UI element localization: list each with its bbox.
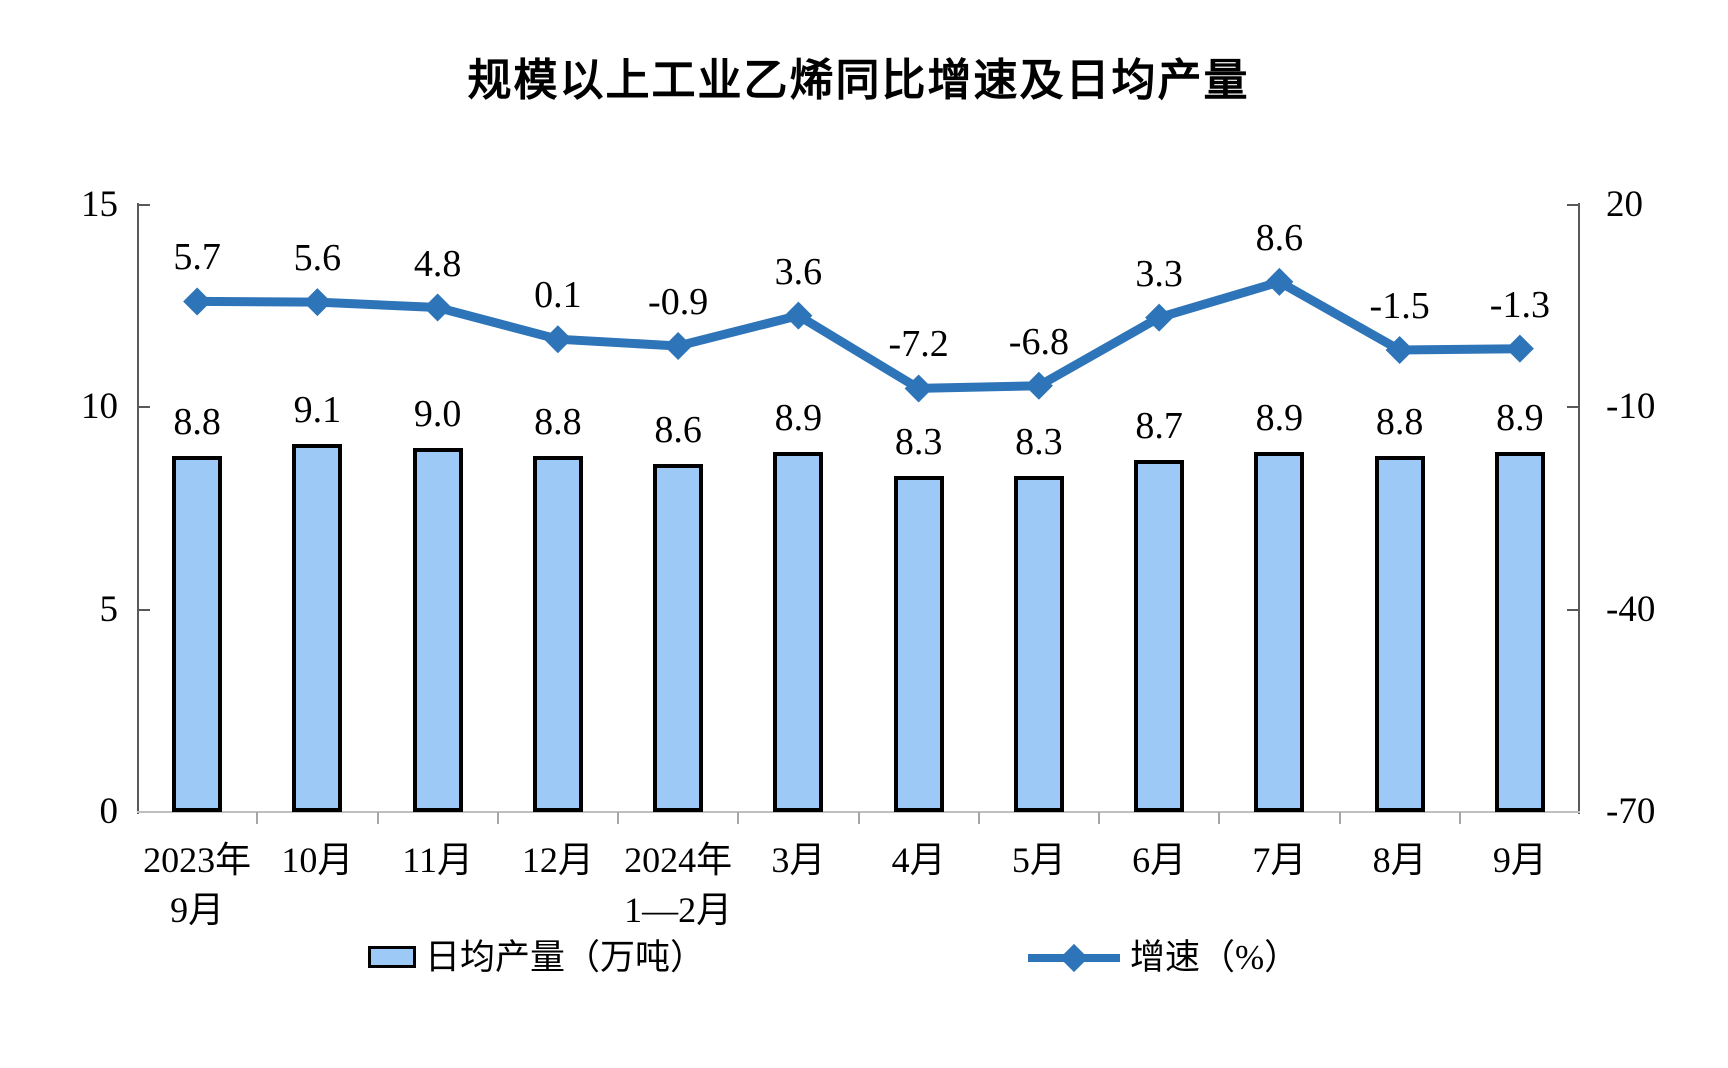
bar (532, 456, 583, 812)
x-axis-category-tick (857, 812, 860, 824)
x-axis-label: 11月 (402, 840, 473, 880)
bar (172, 456, 223, 812)
bar-value-label: 8.6 (654, 409, 702, 451)
right-axis-line (1578, 203, 1580, 814)
bar (773, 452, 824, 812)
bar-value-label: 8.3 (894, 421, 943, 463)
line-value-label: 5.7 (173, 236, 221, 279)
x-axis-label: 9月 (170, 890, 225, 930)
right-axis-tick-label: -40 (1606, 588, 1656, 630)
bar-value-label: 8.7 (1135, 405, 1183, 447)
bar-value-label: 8.8 (1375, 401, 1424, 443)
bar (893, 476, 944, 812)
bar-value-label: 9.0 (413, 393, 462, 435)
x-axis-category-tick (1218, 812, 1221, 824)
x-axis-label: 5月 (1011, 840, 1066, 880)
x-axis-label: 6月 (1132, 840, 1187, 880)
line-marker-diamond (1145, 303, 1174, 332)
line-marker-diamond (784, 301, 813, 330)
x-axis-category-tick (496, 812, 499, 824)
chart-title: 规模以上工业乙烯同比增速及日均产量 (467, 56, 1250, 105)
line-value-label: 8.6 (1255, 216, 1304, 259)
line-value-label: -1.3 (1489, 283, 1550, 326)
right-axis-tick-label: 20 (1606, 184, 1643, 225)
legend-bar-swatch (368, 946, 416, 968)
left-axis-tick-label: 5 (99, 588, 119, 630)
left-axis-tick-label: 0 (99, 791, 119, 832)
left-axis-line (137, 203, 139, 814)
bar (1134, 460, 1185, 812)
x-axis-label: 3月 (771, 840, 826, 880)
left-axis-tick (137, 608, 150, 611)
bar (1013, 476, 1064, 812)
x-axis-label: 12月 (521, 840, 594, 880)
bar (1374, 456, 1425, 812)
x-axis-category-tick (977, 812, 980, 824)
bar-value-label: 8.9 (1255, 397, 1304, 439)
right-axis-tick-label: -10 (1606, 386, 1656, 428)
legend-bar-label: 日均产量（万吨） (425, 938, 706, 977)
line-marker-diamond (183, 287, 212, 316)
line-value-label: -6.8 (1008, 320, 1069, 363)
bar-value-label: 8.9 (774, 397, 823, 439)
left-axis-tick (137, 204, 150, 206)
x-axis-label: 2024年 (624, 840, 733, 880)
x-axis-label: 9月 (1492, 840, 1547, 880)
line-marker-diamond (1505, 334, 1534, 363)
bar-value-label: 9.1 (293, 389, 342, 431)
bar-value-label: 8.8 (173, 401, 221, 443)
x-axis-category-tick (376, 812, 379, 824)
right-axis-tick (1567, 204, 1580, 206)
right-axis-tick-label: -70 (1606, 791, 1656, 832)
bar (653, 464, 704, 812)
line-marker-diamond (543, 325, 572, 354)
x-axis-label: 4月 (891, 840, 946, 880)
bar (412, 448, 463, 812)
left-axis-tick-label: 15 (81, 184, 118, 225)
x-axis-category-tick (1458, 812, 1461, 824)
line-marker-diamond (423, 293, 452, 322)
bar-value-label: 8.8 (534, 401, 582, 443)
x-axis-category-tick (737, 812, 740, 824)
legend-line-label: 增速（%） (1130, 938, 1300, 977)
x-axis-category-tick (256, 812, 259, 824)
bar-value-label: 8.9 (1496, 397, 1544, 439)
line-marker-diamond (303, 288, 332, 317)
line-value-label: 5.6 (293, 237, 342, 280)
line-marker-diamond (1385, 336, 1414, 365)
line-marker-diamond (1024, 371, 1053, 400)
x-axis-label: 7月 (1252, 840, 1307, 880)
bar (292, 444, 343, 812)
x-axis-label: 8月 (1372, 840, 1427, 880)
bar-value-label: 8.3 (1015, 421, 1063, 463)
bar (1254, 452, 1305, 812)
line-value-label: 3.6 (774, 250, 823, 293)
x-axis-category-tick (1338, 812, 1341, 824)
x-axis-category-tick (617, 812, 619, 824)
x-axis-label: 1—2月 (624, 890, 733, 930)
line-marker-diamond (1265, 267, 1294, 296)
bar (1494, 452, 1545, 812)
x-axis-category-tick (1098, 812, 1100, 824)
x-axis-label: 10月 (281, 840, 354, 880)
line-marker-diamond (664, 331, 693, 360)
right-axis-tick (1567, 608, 1580, 611)
line-marker-diamond (904, 374, 933, 403)
left-axis-tick (137, 406, 150, 409)
left-axis-tick-label: 10 (81, 386, 118, 428)
legend-line-marker (1059, 943, 1089, 973)
x-axis-label: 2023年 (143, 840, 252, 880)
right-axis-tick (1567, 406, 1580, 409)
